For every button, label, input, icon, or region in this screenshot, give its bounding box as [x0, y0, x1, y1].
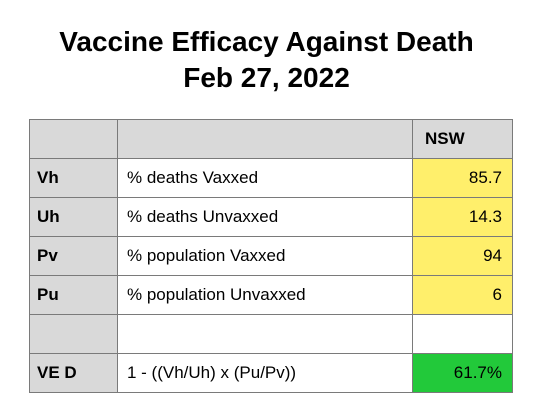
row-description: % population Vaxxed: [117, 236, 413, 276]
row-code: VE D: [29, 353, 118, 393]
row-value: 6: [412, 275, 513, 315]
row-value: 85.7: [412, 158, 513, 198]
header-cell-nsw: NSW: [412, 119, 513, 159]
table-row-result: VE D 1 - ((Vh/Uh) x (Pu/Pv)) 61.7%: [29, 353, 513, 393]
table-row: Vh % deaths Vaxxed 85.7: [29, 158, 513, 198]
row-code: Pu: [29, 275, 118, 315]
table-row: Pu % population Unvaxxed 6: [29, 275, 513, 315]
row-description: % population Unvaxxed: [117, 275, 413, 315]
row-code: Uh: [29, 197, 118, 237]
efficacy-table: NSW Vh % deaths Vaxxed 85.7 Uh % deaths …: [29, 119, 513, 393]
row-description: 1 - ((Vh/Uh) x (Pu/Pv)): [117, 353, 413, 393]
table-row: Pv % population Vaxxed 94: [29, 236, 513, 276]
row-code: Vh: [29, 158, 118, 198]
header-cell-description: [117, 119, 413, 159]
table-row: Uh % deaths Unvaxxed 14.3: [29, 197, 513, 237]
row-value: [412, 314, 513, 354]
result-value: 61.7%: [412, 353, 513, 393]
row-description: % deaths Vaxxed: [117, 158, 413, 198]
title-line-2: Feb 27, 2022: [183, 62, 350, 93]
row-value: 94: [412, 236, 513, 276]
row-code: [29, 314, 118, 354]
title-line-1: Vaccine Efficacy Against Death: [59, 26, 474, 57]
header-cell-code: [29, 119, 118, 159]
table-header-row: NSW: [29, 119, 513, 159]
row-value: 14.3: [412, 197, 513, 237]
row-description: [117, 314, 413, 354]
table-row-empty: [29, 314, 513, 354]
row-description: % deaths Unvaxxed: [117, 197, 413, 237]
row-code: Pv: [29, 236, 118, 276]
